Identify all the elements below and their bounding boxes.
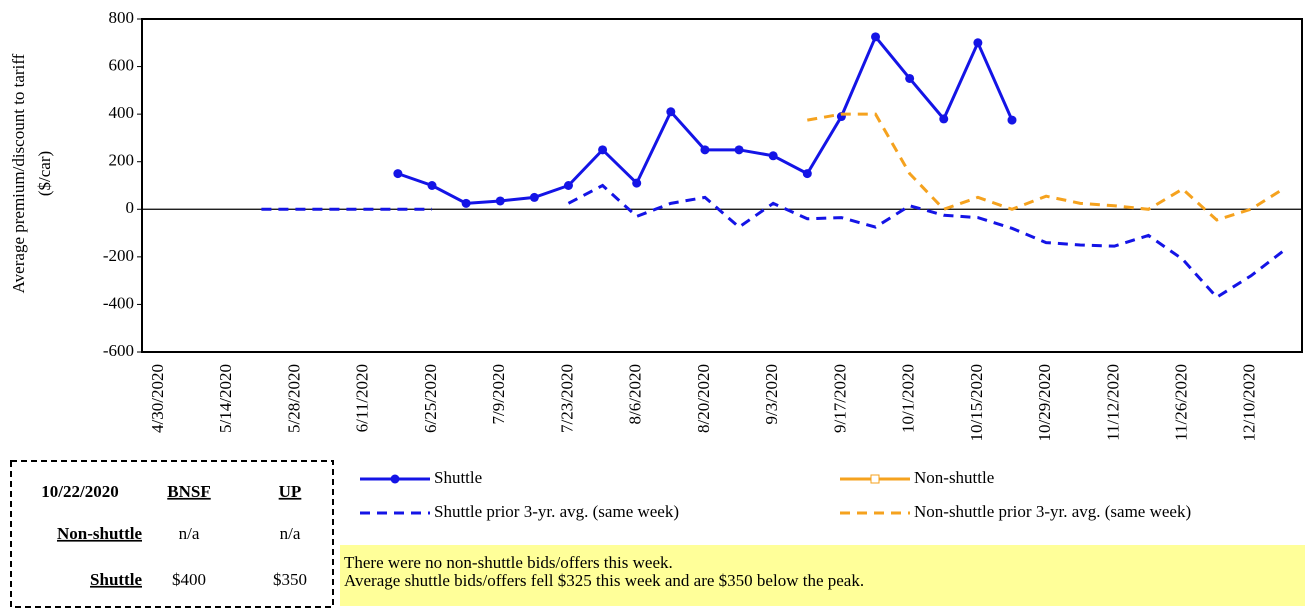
table-cell: n/a bbox=[179, 524, 200, 543]
legend-label: Shuttle bbox=[434, 468, 482, 487]
point bbox=[632, 178, 642, 188]
y-tick-label: 800 bbox=[109, 8, 135, 27]
table-cell: $350 bbox=[273, 570, 307, 589]
y-tick-label: 600 bbox=[109, 55, 135, 74]
y-axis-label: ($/car) bbox=[35, 151, 54, 196]
point bbox=[393, 169, 403, 179]
y-tick-label: 200 bbox=[109, 151, 135, 170]
table-cell: n/a bbox=[280, 524, 301, 543]
point bbox=[973, 38, 983, 48]
x-tick-label: 5/28/2020 bbox=[284, 364, 303, 433]
point bbox=[461, 198, 471, 208]
x-tick-label: 10/1/2020 bbox=[899, 364, 918, 433]
x-tick-label: 7/9/2020 bbox=[489, 364, 508, 424]
x-tick-label: 6/11/2020 bbox=[353, 364, 372, 432]
point bbox=[802, 169, 812, 179]
x-tick-label: 12/10/2020 bbox=[1240, 364, 1259, 441]
point bbox=[768, 151, 778, 161]
point bbox=[700, 145, 710, 155]
point bbox=[598, 145, 608, 155]
point bbox=[1007, 115, 1017, 125]
table-header: BNSF bbox=[167, 482, 210, 501]
x-tick-label: 10/29/2020 bbox=[1035, 364, 1054, 441]
note-text: There were no non-shuttle bids/offers th… bbox=[344, 553, 673, 572]
x-tick-label: 8/6/2020 bbox=[626, 364, 645, 424]
point bbox=[529, 192, 539, 202]
table-cell: Non-shuttle bbox=[57, 524, 142, 543]
x-tick-label: 8/20/2020 bbox=[694, 364, 713, 433]
table-cell: Shuttle bbox=[90, 570, 142, 589]
table-cell: $400 bbox=[172, 570, 206, 589]
x-tick-label: 9/17/2020 bbox=[830, 364, 849, 433]
legend-marker bbox=[870, 474, 880, 484]
series-line bbox=[397, 33, 1014, 205]
x-tick-label: 10/15/2020 bbox=[967, 364, 986, 441]
table-header: UP bbox=[279, 482, 302, 501]
note-text: Average shuttle bids/offers fell $325 th… bbox=[344, 571, 864, 590]
point bbox=[666, 107, 676, 117]
y-tick-label: 400 bbox=[109, 103, 135, 122]
plot-frame bbox=[141, 18, 1303, 353]
y-tick-label: -600 bbox=[103, 341, 134, 360]
x-tick-label: 4/30/2020 bbox=[148, 364, 167, 433]
series-line bbox=[567, 183, 1286, 300]
point bbox=[905, 73, 915, 83]
x-tick-label: 7/23/2020 bbox=[557, 364, 576, 433]
point bbox=[939, 114, 949, 124]
point bbox=[427, 181, 437, 190]
x-tick-label: 11/12/2020 bbox=[1103, 364, 1122, 441]
summary-box bbox=[10, 460, 334, 608]
legend-label: Non-shuttle bbox=[914, 468, 994, 487]
series-line bbox=[807, 112, 1286, 222]
y-tick-label: -400 bbox=[103, 293, 134, 312]
point bbox=[734, 145, 744, 155]
legend-label: Non-shuttle prior 3-yr. avg. (same week) bbox=[914, 502, 1191, 521]
note-box bbox=[340, 545, 1305, 606]
y-axis-label: Average premium/discount to tariff bbox=[9, 53, 28, 293]
x-tick-label: 6/25/2020 bbox=[421, 364, 440, 433]
y-tick-label: -200 bbox=[103, 246, 134, 265]
x-tick-label: 5/14/2020 bbox=[216, 364, 235, 433]
y-tick-label: 0 bbox=[126, 198, 135, 217]
x-tick-label: 11/26/2020 bbox=[1171, 364, 1190, 441]
x-tick-label: 9/3/2020 bbox=[762, 364, 781, 424]
legend-label: Shuttle prior 3-yr. avg. (same week) bbox=[434, 502, 679, 521]
point bbox=[871, 32, 881, 42]
point bbox=[563, 181, 573, 190]
legend-marker bbox=[390, 474, 400, 484]
table-header: 10/22/2020 bbox=[41, 482, 118, 501]
point bbox=[495, 196, 505, 206]
